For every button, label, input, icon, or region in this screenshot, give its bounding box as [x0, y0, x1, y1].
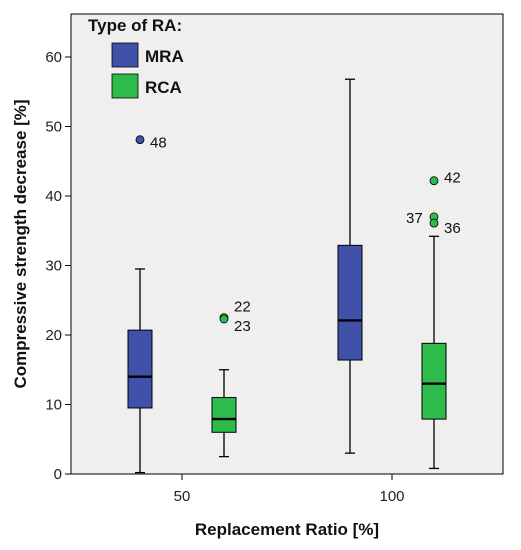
outlier-label-42: 42	[444, 170, 461, 187]
outlier-label-48: 48	[150, 135, 167, 152]
x-tick-label-50: 50	[174, 488, 191, 505]
box-mra-100	[337, 78, 363, 454]
y-axis: 0 10 20 30 40 50 60	[45, 49, 71, 483]
box-rca-100: 42 37 36	[406, 170, 461, 470]
legend-swatch-mra	[111, 42, 139, 68]
legend-label-mra: MRA	[145, 47, 184, 66]
y-tick-label-60: 60	[45, 49, 62, 66]
legend: Type of RA: MRA RCA	[88, 16, 184, 99]
box-mra-50: 48	[127, 135, 167, 474]
outlier-label-22: 22	[234, 299, 251, 316]
x-tick-label-100: 100	[379, 488, 404, 505]
y-tick-label-30: 30	[45, 258, 62, 275]
y-tick-label-50: 50	[45, 119, 62, 136]
box-body	[127, 329, 153, 409]
outlier-label-23: 23	[234, 318, 251, 335]
outlier-label-36: 36	[444, 220, 461, 237]
outlier-point-36	[429, 218, 439, 228]
y-axis-title: Compressive strength decrease [%]	[11, 99, 30, 388]
outlier-point-48	[135, 135, 145, 145]
y-tick-label-40: 40	[45, 188, 62, 205]
box-body	[421, 342, 447, 420]
outlier-label-37: 37	[406, 210, 423, 227]
y-tick-label-0: 0	[54, 466, 62, 483]
x-axis: 50 100	[174, 474, 405, 505]
legend-title: Type of RA:	[88, 16, 182, 35]
outlier-point-42	[429, 176, 439, 186]
box-body	[337, 244, 363, 361]
x-axis-title: Replacement Ratio [%]	[195, 520, 379, 539]
y-tick-label-10: 10	[45, 397, 62, 414]
box-body	[211, 397, 237, 433]
y-tick-label-20: 20	[45, 327, 62, 344]
legend-label-rca: RCA	[145, 78, 182, 97]
outlier-point-23	[219, 314, 229, 324]
legend-swatch-rca	[111, 73, 139, 99]
